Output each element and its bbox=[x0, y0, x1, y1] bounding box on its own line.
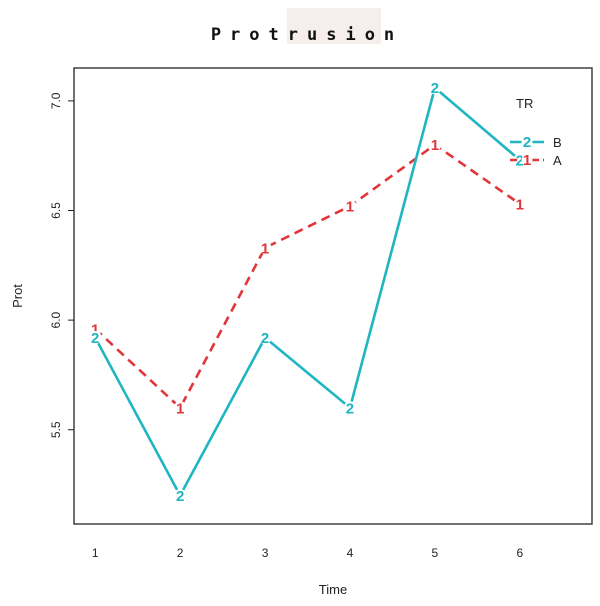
x-axis-label: Time bbox=[319, 582, 347, 597]
series-b-point-marker: 2 bbox=[176, 488, 184, 505]
series-b-point-marker: 2 bbox=[261, 330, 269, 347]
legend: TR 2 B 1 A bbox=[510, 96, 562, 169]
series-b-point-marker: 2 bbox=[431, 80, 439, 97]
title-highlight bbox=[287, 8, 381, 44]
series-a-point-marker: 1 bbox=[516, 196, 524, 213]
series-b-point-marker: 2 bbox=[91, 330, 99, 347]
legend-item-b-marker: 2 bbox=[523, 134, 531, 151]
series-b-point-marker: 2 bbox=[346, 400, 354, 417]
y-tick-label: 5.5 bbox=[49, 421, 63, 438]
legend-item-a-label: A bbox=[553, 153, 562, 168]
y-tick-label: 6.5 bbox=[49, 202, 63, 219]
legend-item-b-marker-bg bbox=[521, 136, 533, 148]
plot-frame bbox=[73, 67, 593, 525]
series-a-point-bg bbox=[428, 138, 442, 152]
x-tick-label: 5 bbox=[432, 546, 439, 560]
x-tick-label: 4 bbox=[347, 546, 354, 560]
x-axis: 1 2 3 4 5 6 bbox=[92, 546, 524, 560]
y-axis-label: Prot bbox=[10, 284, 25, 308]
series-b-point-marker: 2 bbox=[516, 153, 524, 170]
legend-title: TR bbox=[516, 96, 533, 111]
series-a-point-bg bbox=[343, 199, 357, 213]
series-a-point-marker: 1 bbox=[91, 321, 99, 338]
legend-item-a-marker-bg bbox=[521, 154, 533, 166]
series-b-point-bg bbox=[428, 81, 442, 95]
legend-item-b-label: B bbox=[553, 135, 562, 150]
y-tick-label: 6.0 bbox=[49, 311, 63, 328]
x-tick-label: 2 bbox=[177, 546, 184, 560]
x-tick-label: 1 bbox=[92, 546, 99, 560]
series-b-point-bg bbox=[173, 489, 187, 502]
series-a-line bbox=[94, 143, 521, 410]
series-a-point-bg bbox=[258, 241, 272, 255]
series-b-point-bg bbox=[258, 331, 272, 345]
x-tick-label: 6 bbox=[516, 546, 523, 560]
series-b-point-bg bbox=[88, 331, 102, 345]
y-axis: 5.5 6.0 6.5 7.0 bbox=[49, 92, 74, 438]
series-a-point-marker: 1 bbox=[176, 400, 184, 417]
series-a-point-bg bbox=[173, 401, 187, 415]
series-b-line bbox=[94, 86, 521, 497]
series-a-point-bg bbox=[513, 197, 527, 211]
series-a-point-marker: 1 bbox=[431, 137, 439, 154]
y-tick-label: 7.0 bbox=[49, 92, 63, 109]
series-a-point-marker: 1 bbox=[346, 199, 354, 216]
series-b-point-bg bbox=[343, 401, 357, 415]
series-a-point-marker: 1 bbox=[261, 240, 269, 257]
legend-item-a-marker: 1 bbox=[523, 152, 531, 169]
chart-title: Protrusion bbox=[211, 25, 403, 45]
x-tick-label: 3 bbox=[262, 546, 269, 560]
